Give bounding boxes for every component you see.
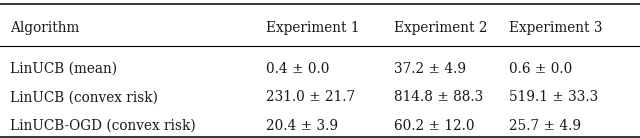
Text: 231.0 ± 21.7: 231.0 ± 21.7 [266,90,355,104]
Text: 20.4 ± 3.9: 20.4 ± 3.9 [266,119,338,133]
Text: 814.8 ± 88.3: 814.8 ± 88.3 [394,90,483,104]
Text: Experiment 3: Experiment 3 [509,21,602,35]
Text: 60.2 ± 12.0: 60.2 ± 12.0 [394,119,474,133]
Text: Experiment 1: Experiment 1 [266,21,359,35]
Text: 25.7 ± 4.9: 25.7 ± 4.9 [509,119,581,133]
Text: 0.6 ± 0.0: 0.6 ± 0.0 [509,62,572,76]
Text: LinUCB (mean): LinUCB (mean) [10,62,116,76]
Text: LinUCB-OGD (convex risk): LinUCB-OGD (convex risk) [10,119,195,133]
Text: Algorithm: Algorithm [10,21,79,35]
Text: Experiment 2: Experiment 2 [394,21,487,35]
Text: LinUCB (convex risk): LinUCB (convex risk) [10,90,157,104]
Text: 0.4 ± 0.0: 0.4 ± 0.0 [266,62,329,76]
Text: 519.1 ± 33.3: 519.1 ± 33.3 [509,90,598,104]
Text: 37.2 ± 4.9: 37.2 ± 4.9 [394,62,466,76]
